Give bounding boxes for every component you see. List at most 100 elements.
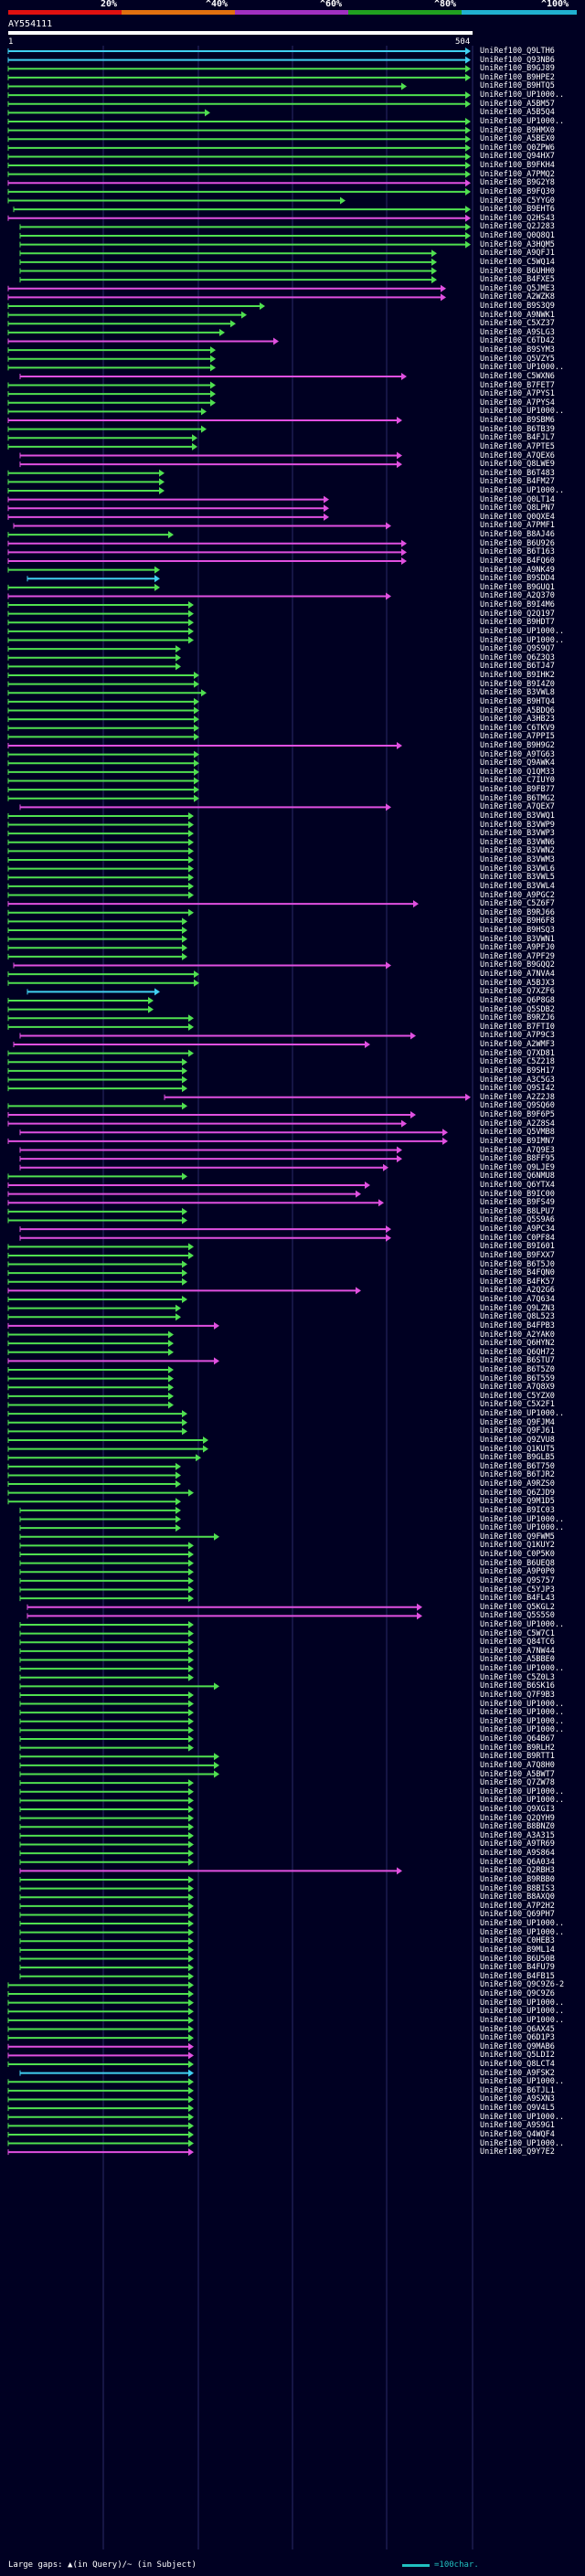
hit-bar[interactable] <box>7 143 471 152</box>
hit-bar[interactable] <box>7 874 194 882</box>
hit-label[interactable]: UniRef100_A5BDQ6 <box>480 705 555 716</box>
hit-label[interactable]: UniRef100_UP1000.. <box>480 90 565 101</box>
hit-label[interactable]: UniRef100_A7NVA4 <box>480 970 555 980</box>
hit-label[interactable]: UniRef100_C0P5K0 <box>480 1550 555 1560</box>
hit-bar[interactable] <box>7 847 194 855</box>
hit-bar[interactable] <box>7 689 207 697</box>
hit-bar[interactable] <box>7 2113 194 2121</box>
hit-bar[interactable] <box>13 522 391 530</box>
hit-bar[interactable] <box>7 733 199 741</box>
hit-bar[interactable] <box>19 1515 181 1523</box>
hit-bar[interactable] <box>7 566 160 574</box>
hit-bar[interactable] <box>7 320 236 328</box>
hit-bar[interactable] <box>7 1471 181 1479</box>
hit-bar[interactable] <box>7 135 471 143</box>
hit-label[interactable]: UniRef100_B6TJR2 <box>480 1470 555 1480</box>
hit-bar[interactable] <box>7 838 194 846</box>
hit-label[interactable]: UniRef100_A2Z2J8 <box>480 1092 555 1102</box>
hit-label[interactable]: UniRef100_Q69PH7 <box>480 1910 555 1920</box>
hit-bar[interactable] <box>19 1867 402 1875</box>
hit-label[interactable]: UniRef100_B9IC03 <box>480 1505 555 1515</box>
hit-label[interactable]: UniRef100_C5WXN6 <box>480 371 555 381</box>
hit-label[interactable]: UniRef100_A3A315 <box>480 1830 555 1840</box>
hit-label[interactable]: UniRef100_B4FM27 <box>480 477 555 487</box>
hit-label[interactable]: UniRef100_UP1000.. <box>480 116 565 126</box>
hit-bar[interactable] <box>7 1066 187 1075</box>
hit-label[interactable]: UniRef100_UP1000.. <box>480 635 565 645</box>
hit-bar[interactable] <box>19 451 402 460</box>
hit-bar[interactable] <box>19 1524 181 1532</box>
hit-bar[interactable] <box>7 759 199 768</box>
hit-label[interactable]: UniRef100_A2WZK8 <box>480 292 555 302</box>
hit-label[interactable]: UniRef100_C5X2F1 <box>480 1400 555 1410</box>
hit-label[interactable]: UniRef100_Q5KGL2 <box>480 1602 555 1612</box>
hit-label[interactable]: UniRef100_Q9FWM5 <box>480 1532 555 1542</box>
hit-label[interactable]: UniRef100_B6T5Z0 <box>480 1365 555 1374</box>
hit-bar[interactable] <box>7 2078 194 2086</box>
hit-label[interactable]: UniRef100_Q1KUY2 <box>480 1541 555 1551</box>
hit-bar[interactable] <box>7 663 181 671</box>
hit-label[interactable]: UniRef100_B4FB15 <box>480 1971 555 1981</box>
hit-bar[interactable] <box>19 1972 194 1980</box>
hit-label[interactable]: UniRef100_Q9S9Q7 <box>480 644 555 654</box>
hit-label[interactable]: UniRef100_B9RBB0 <box>480 1874 555 1884</box>
hit-label[interactable]: UniRef100_UP1000.. <box>480 1619 565 1629</box>
hit-label[interactable]: UniRef100_B9HTQ5 <box>480 81 555 91</box>
hit-label[interactable]: UniRef100_B9FXX7 <box>480 1250 555 1260</box>
hit-label[interactable]: UniRef100_B6T5J0 <box>480 1259 555 1269</box>
hit-bar[interactable] <box>7 1366 174 1373</box>
hit-label[interactable]: UniRef100_Q9C9Z6 <box>480 1989 555 1999</box>
hit-label[interactable]: UniRef100_Q6AX45 <box>480 2024 555 2034</box>
hit-label[interactable]: UniRef100_A7QEX7 <box>480 802 555 812</box>
hit-bar[interactable] <box>7 73 471 81</box>
hit-label[interactable]: UniRef100_B9IHK2 <box>480 671 555 681</box>
hit-label[interactable]: UniRef100_B9GLB5 <box>480 1453 555 1463</box>
hit-bar[interactable] <box>7 891 194 899</box>
hit-bar[interactable] <box>7 417 402 425</box>
hit-bar[interactable] <box>7 917 187 926</box>
hit-bar[interactable] <box>7 302 265 310</box>
hit-bar[interactable] <box>7 346 216 355</box>
hit-bar[interactable] <box>7 1172 187 1181</box>
hit-label[interactable]: UniRef100_C5W7C1 <box>480 1628 555 1638</box>
hit-bar[interactable] <box>7 179 471 187</box>
hit-bar[interactable] <box>19 267 437 275</box>
hit-label[interactable]: UniRef100_A9RZS0 <box>480 1479 555 1489</box>
hit-bar[interactable] <box>7 1374 174 1383</box>
hit-label[interactable]: UniRef100_B9FS49 <box>480 1198 555 1208</box>
hit-bar[interactable] <box>19 1163 388 1171</box>
hit-label[interactable]: UniRef100_Q2RBH3 <box>480 1866 555 1876</box>
hit-label[interactable]: UniRef100_B6T559 <box>480 1373 555 1383</box>
hit-label[interactable]: UniRef100_A7PPI5 <box>480 732 555 742</box>
hit-bar[interactable] <box>7 1410 187 1418</box>
hit-label[interactable]: UniRef100_C5YZX0 <box>480 1391 555 1401</box>
hit-bar[interactable] <box>7 1296 187 1304</box>
hit-bar[interactable] <box>7 1251 194 1259</box>
hit-bar[interactable] <box>19 1595 194 1603</box>
hit-bar[interactable] <box>7 653 181 662</box>
hit-label[interactable]: UniRef100_B4FJL7 <box>480 433 555 443</box>
hit-bar[interactable] <box>7 355 216 363</box>
hit-label[interactable]: UniRef100_B4FU79 <box>480 1963 555 1973</box>
hit-label[interactable]: UniRef100_B6TB39 <box>480 424 555 434</box>
hit-bar[interactable] <box>19 1761 219 1769</box>
hit-bar[interactable] <box>7 864 194 873</box>
hit-label[interactable]: UniRef100_UP1000.. <box>480 1725 565 1735</box>
hit-label[interactable]: UniRef100_B8AJ46 <box>480 530 555 540</box>
hit-label[interactable]: UniRef100_Q94HX7 <box>480 152 555 162</box>
hit-bar[interactable] <box>7 672 199 680</box>
hit-label[interactable]: UniRef100_A9PFJ0 <box>480 943 555 953</box>
hit-bar[interactable] <box>7 996 154 1004</box>
hit-bar[interactable] <box>27 1612 422 1620</box>
hit-label[interactable]: UniRef100_Q9XGI3 <box>480 1805 555 1814</box>
hit-bar[interactable] <box>19 223 471 231</box>
hit-bar[interactable] <box>7 583 160 591</box>
hit-label[interactable]: UniRef100_C5YJP3 <box>480 1585 555 1595</box>
hit-bar[interactable] <box>7 311 247 319</box>
hit-bar[interactable] <box>7 1243 194 1251</box>
hit-label[interactable]: UniRef100_B9IC00 <box>480 1189 555 1199</box>
hit-label[interactable]: UniRef100_B9I4M6 <box>480 600 555 610</box>
hit-label[interactable]: UniRef100_Q9SI42 <box>480 1084 555 1094</box>
hit-label[interactable]: UniRef100_Q8LPN7 <box>480 504 555 514</box>
hit-bar[interactable] <box>7 2016 194 2024</box>
